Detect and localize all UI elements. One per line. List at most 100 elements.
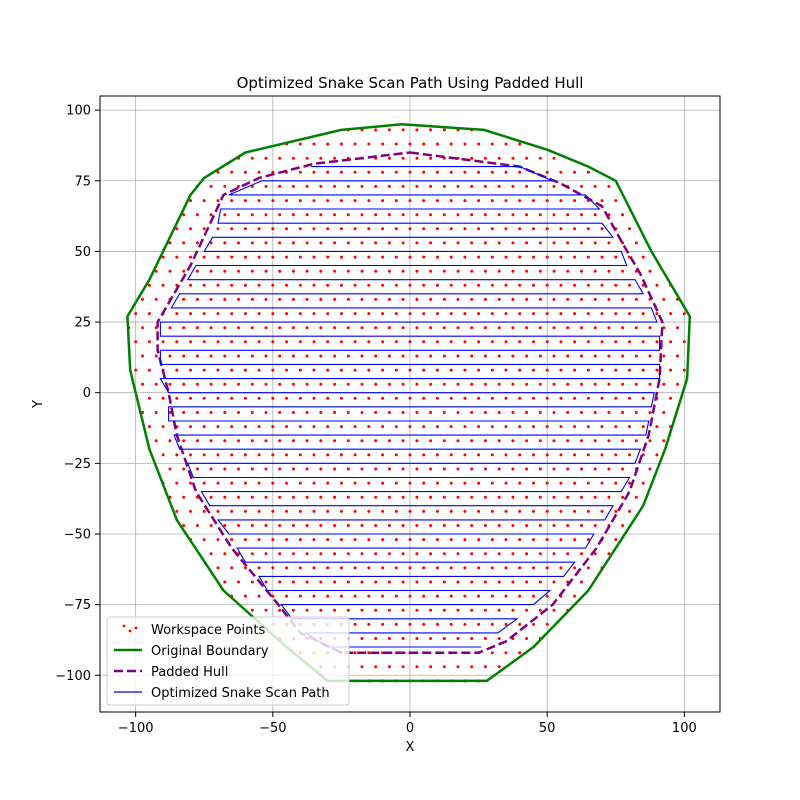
workspace-point [552, 326, 556, 330]
workspace-point [497, 580, 501, 584]
workspace-point [470, 213, 474, 217]
workspace-point [326, 453, 330, 457]
workspace-point [483, 241, 487, 245]
workspace-point [525, 580, 529, 584]
workspace-point [326, 425, 330, 429]
y-tick-label: −100 [55, 669, 91, 684]
workspace-point [518, 594, 522, 598]
workspace-point [525, 156, 529, 160]
workspace-point [387, 128, 391, 132]
workspace-point [483, 580, 487, 584]
workspace-point [429, 524, 433, 527]
workspace-point [607, 241, 611, 245]
workspace-point [175, 481, 179, 485]
workspace-point [532, 594, 535, 598]
workspace-point [593, 382, 597, 386]
workspace-point [209, 411, 213, 414]
workspace-point [257, 170, 261, 174]
workspace-point [449, 283, 453, 287]
workspace-point [600, 481, 604, 485]
workspace-point [545, 312, 549, 316]
workspace-point [401, 156, 405, 160]
workspace-point [387, 297, 391, 301]
workspace-point [586, 453, 590, 457]
workspace-point [339, 594, 343, 598]
workspace-point [278, 608, 282, 612]
workspace-point [319, 382, 323, 386]
workspace-point [415, 354, 419, 358]
workspace-point [586, 170, 590, 174]
workspace-point [456, 552, 460, 556]
workspace-point [271, 566, 275, 570]
workspace-point [628, 368, 631, 372]
workspace-point [552, 411, 556, 414]
workspace-point [401, 297, 405, 301]
workspace-point [298, 509, 302, 513]
workspace-point [264, 297, 268, 301]
workspace-point [435, 622, 439, 626]
workspace-point [470, 184, 474, 188]
workspace-point [367, 255, 371, 259]
workspace-point [223, 495, 227, 499]
workspace-point [291, 411, 295, 414]
workspace-point [353, 622, 357, 626]
workspace-point [463, 594, 467, 598]
legend: Workspace Points Original Boundary Padde… [106, 616, 350, 706]
workspace-point [470, 382, 474, 386]
workspace-point [264, 552, 268, 556]
workspace-point [580, 241, 583, 245]
workspace-point [470, 156, 474, 160]
workspace-point [607, 297, 611, 301]
workspace-point [312, 566, 316, 570]
workspace-point [532, 425, 535, 429]
workspace-point [566, 213, 570, 217]
workspace-point [422, 283, 426, 287]
workspace-point [435, 142, 439, 146]
workspace-point [429, 156, 433, 160]
workspace-point [682, 312, 686, 316]
workspace-point [552, 608, 556, 612]
workspace-point [532, 255, 535, 259]
workspace-point [435, 340, 439, 344]
workspace-point [477, 142, 481, 146]
workspace-point [209, 495, 213, 499]
y-tick-label: −75 [64, 598, 91, 613]
workspace-point [326, 396, 330, 400]
workspace-point [367, 227, 371, 231]
workspace-point [559, 368, 563, 372]
workspace-point [408, 538, 412, 542]
workspace-point [559, 453, 563, 457]
workspace-point [449, 622, 453, 626]
workspace-point [367, 594, 371, 598]
workspace-point [333, 608, 337, 612]
workspace-point [422, 566, 426, 570]
workspace-point [141, 297, 144, 301]
workspace-point [223, 269, 227, 273]
workspace-point [483, 552, 487, 556]
workspace-point [401, 213, 405, 217]
workspace-point [305, 608, 309, 612]
workspace-point [483, 269, 487, 273]
workspace-point [237, 297, 240, 301]
workspace-point [435, 283, 439, 287]
workspace-point [477, 227, 481, 231]
workspace-point [422, 368, 426, 372]
workspace-point [641, 396, 645, 400]
workspace-point [435, 538, 439, 542]
workspace-point [504, 255, 508, 259]
workspace-point [394, 425, 398, 429]
workspace-point [676, 382, 679, 386]
workspace-point [552, 439, 556, 443]
workspace-point [552, 297, 556, 301]
workspace-point [381, 594, 385, 598]
workspace-point [250, 241, 254, 245]
workspace-point [195, 241, 199, 245]
workspace-point [243, 255, 247, 259]
workspace-point [250, 354, 254, 358]
workspace-point [360, 184, 364, 188]
workspace-point [408, 170, 412, 174]
workspace-point [209, 552, 213, 556]
workspace-point [552, 213, 556, 217]
workspace-point [511, 241, 515, 245]
workspace-point [456, 439, 460, 443]
